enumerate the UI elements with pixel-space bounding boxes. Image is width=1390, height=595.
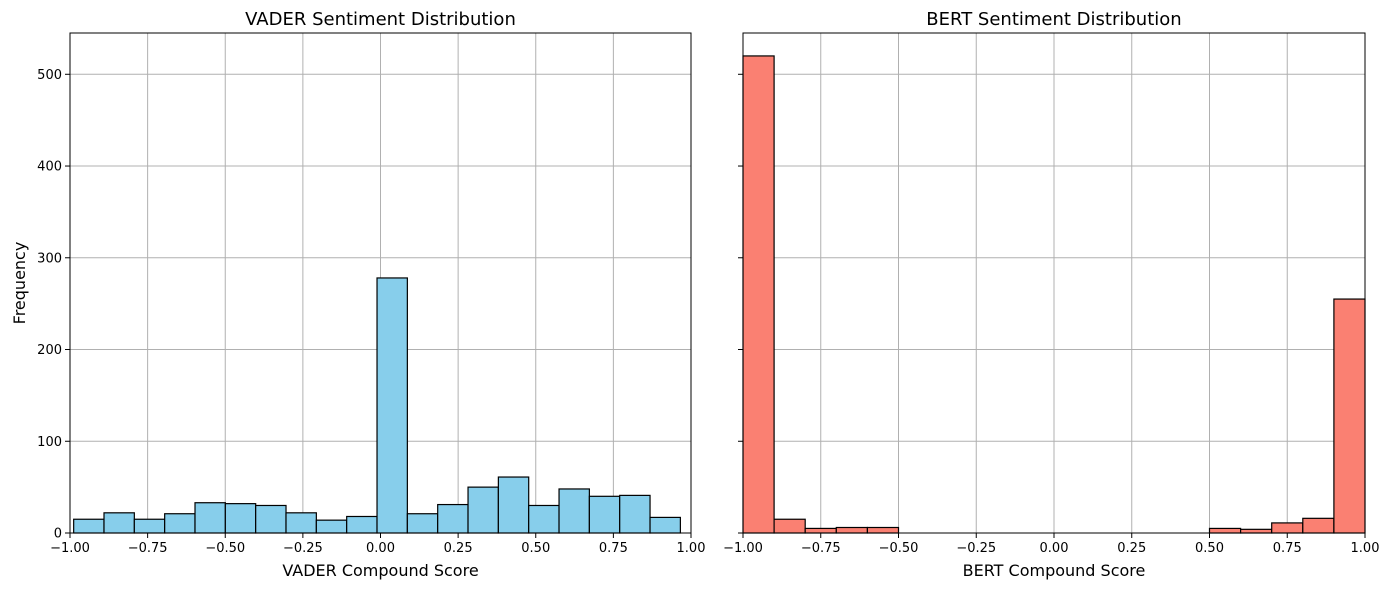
x-tick-label: −0.75 bbox=[801, 541, 841, 556]
chart-title: VADER Sentiment Distribution bbox=[245, 9, 516, 30]
histogram-bar bbox=[588, 495, 621, 534]
x-tick-label: −1.00 bbox=[723, 541, 763, 556]
panel-bert: −1.00 −0.75 −0.50 −0.25 0.00 0.25 0.50 0.75 1.00… bbox=[723, 9, 1379, 580]
y-axis-label: Frequency bbox=[10, 242, 29, 325]
histogram-bar bbox=[1239, 528, 1273, 534]
histogram-bar bbox=[866, 526, 900, 534]
y-tick-label: 400 bbox=[37, 160, 62, 175]
x-tick-label: 0.75 bbox=[599, 541, 628, 556]
x-tick-label: 0.25 bbox=[444, 541, 473, 556]
x-tick-label: −1.00 bbox=[50, 541, 90, 556]
histogram-bar bbox=[558, 488, 590, 534]
histogram-bar bbox=[133, 518, 166, 534]
histogram-bar bbox=[346, 515, 378, 534]
chart-title: BERT Sentiment Distribution bbox=[926, 9, 1181, 30]
histogram-bar bbox=[406, 513, 439, 534]
histogram-bar bbox=[376, 277, 408, 534]
histogram-bar bbox=[742, 55, 775, 534]
histogram-bar bbox=[619, 494, 651, 534]
x-tick-label: −0.75 bbox=[128, 541, 168, 556]
histogram-bar bbox=[255, 504, 287, 534]
histogram-bar bbox=[103, 512, 135, 534]
x-tick-label: 0.00 bbox=[366, 541, 395, 556]
x-tick-label: 0.50 bbox=[521, 541, 550, 556]
histogram-bar bbox=[1208, 527, 1242, 534]
histogram-bar bbox=[497, 476, 530, 534]
histogram-bar bbox=[1271, 522, 1304, 534]
x-axis-label: BERT Compound Score bbox=[963, 561, 1146, 580]
y-tick-label: 100 bbox=[37, 435, 62, 450]
histogram-bar bbox=[467, 486, 499, 534]
x-tick-label: 0.00 bbox=[1040, 541, 1069, 556]
x-tick-label: −0.25 bbox=[956, 541, 996, 556]
histogram-bar bbox=[528, 504, 560, 534]
y-tick-label: 0 bbox=[54, 527, 62, 542]
y-tick-label: 300 bbox=[37, 251, 62, 266]
histogram-bar bbox=[773, 518, 806, 534]
x-tick-label: 0.75 bbox=[1273, 541, 1302, 556]
histogram-bar bbox=[1302, 517, 1335, 534]
x-tick-label: 0.25 bbox=[1117, 541, 1146, 556]
histogram-bar bbox=[1333, 298, 1366, 534]
x-tick-label: −0.25 bbox=[283, 541, 323, 556]
histogram-bar bbox=[835, 526, 868, 534]
x-tick-label: −0.50 bbox=[879, 541, 919, 556]
x-tick-label: 1.00 bbox=[1351, 541, 1380, 556]
histogram-bar bbox=[649, 516, 681, 534]
histogram-bar bbox=[164, 513, 196, 534]
x-tick-label: 1.00 bbox=[677, 541, 706, 556]
x-axis-label: VADER Compound Score bbox=[282, 561, 478, 580]
histogram-bar bbox=[315, 519, 348, 534]
y-tick-label: 200 bbox=[37, 343, 62, 358]
histogram-bar bbox=[73, 518, 105, 534]
histogram-bar bbox=[437, 503, 469, 534]
x-tick-label: 0.50 bbox=[1195, 541, 1224, 556]
x-tick-label: −0.50 bbox=[205, 541, 245, 556]
panel-vader: −1.00 −0.75 −0.50 −0.25 0.00 0.25 0.50 0.75 1.00… bbox=[10, 9, 705, 580]
histogram-bar bbox=[804, 527, 837, 534]
y-tick-label: 500 bbox=[37, 68, 62, 83]
histogram-bar bbox=[194, 502, 226, 534]
histogram-bar bbox=[224, 503, 257, 534]
histogram-bar bbox=[285, 512, 317, 534]
